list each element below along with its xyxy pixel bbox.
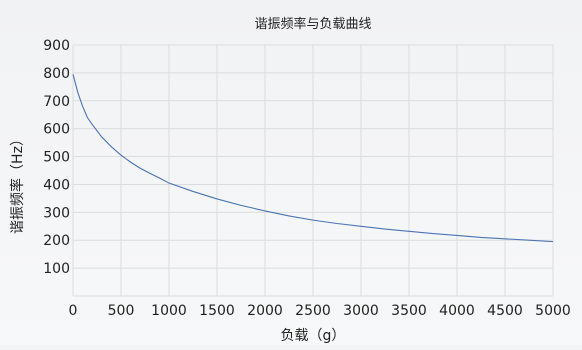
chart-title: 谐振频率与负载曲线 xyxy=(254,16,371,32)
tick-labels: 0 500 1000 1500 2000 2500 3000 3500 4000 4500 5000… xyxy=(43,38,571,319)
x-tick-label: 2000 xyxy=(247,303,283,319)
y-tick-label: 400 xyxy=(43,177,70,193)
x-tick-label: 1500 xyxy=(199,303,235,319)
x-tick-label: 4000 xyxy=(439,303,475,319)
y-tick-label: 900 xyxy=(43,38,70,54)
series-layer xyxy=(72,74,554,243)
x-tick-label: 4500 xyxy=(487,303,523,319)
series-line xyxy=(72,74,554,243)
y-tick-label: 600 xyxy=(43,122,70,138)
x-tick-label: 5000 xyxy=(535,303,571,319)
grid xyxy=(72,44,554,297)
y-tick-label: 500 xyxy=(43,150,70,166)
x-tick-label: 1000 xyxy=(151,303,187,319)
y-tick-label: 100 xyxy=(43,261,70,277)
x-tick-label: 3500 xyxy=(391,303,427,319)
x-tick-label: 3000 xyxy=(343,303,379,319)
y-tick-label: 200 xyxy=(43,233,70,249)
y-axis-label: 谐振频率（Hz） xyxy=(9,132,26,234)
x-tick-label: 500 xyxy=(108,303,135,319)
x-tick-label: 0 xyxy=(69,303,78,319)
y-tick-label: 300 xyxy=(43,205,70,221)
x-tick-label: 2500 xyxy=(295,303,331,319)
y-tick-label: 700 xyxy=(43,94,70,110)
y-tick-label: 800 xyxy=(43,66,70,82)
x-axis-label: 负载（g） xyxy=(281,328,346,344)
